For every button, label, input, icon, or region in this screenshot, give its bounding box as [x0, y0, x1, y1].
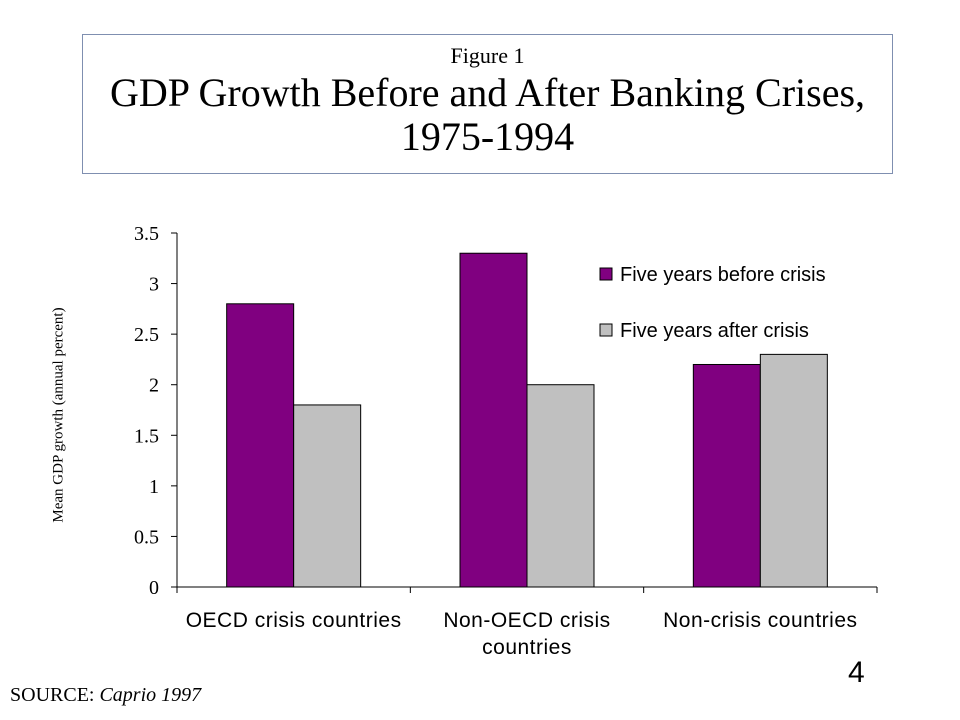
page-number: 4 — [848, 656, 865, 689]
y-tick-label: 2.5 — [134, 324, 159, 346]
figure-label: Figure 1 — [450, 43, 525, 68]
bar-after — [759, 353, 828, 588]
source-note: SOURCE: Caprio 1997 — [10, 684, 201, 707]
bar-after — [526, 384, 595, 588]
title-box: Figure 1 GDP Growth Before and After Ban… — [82, 34, 893, 174]
y-tick-label: 2 — [149, 375, 159, 397]
y-tick-label: 0 — [149, 577, 159, 599]
legend-swatch-after — [599, 323, 613, 337]
x-category-label: countries — [482, 636, 572, 659]
y-axis-label: Mean GDP growth (annual percent) — [50, 307, 67, 523]
bar-before — [459, 252, 528, 588]
source-label: SOURCE: — [10, 684, 95, 706]
y-tick-label: 0.5 — [134, 526, 159, 548]
bar-before — [226, 303, 295, 588]
legend-label: Five years before crisis — [620, 264, 826, 286]
x-category-label: Non-OECD crisis — [443, 609, 610, 632]
legend-swatch-before — [599, 267, 613, 281]
y-tick-label: 1.5 — [134, 425, 159, 447]
source-reference: Caprio 1997 — [99, 684, 202, 706]
chart-title: GDP Growth Before and After Banking Cris… — [109, 70, 866, 159]
y-tick-label: 1 — [149, 476, 159, 498]
x-category-label: OECD crisis countries — [186, 609, 402, 632]
y-tick-label: 3.5 — [134, 223, 159, 245]
y-tick-label: 3 — [149, 274, 159, 296]
legend-label: Five years after crisis — [620, 320, 809, 342]
x-category-label: Non-crisis countries — [663, 609, 857, 632]
bar-after — [293, 404, 362, 588]
bar-before — [692, 363, 761, 588]
